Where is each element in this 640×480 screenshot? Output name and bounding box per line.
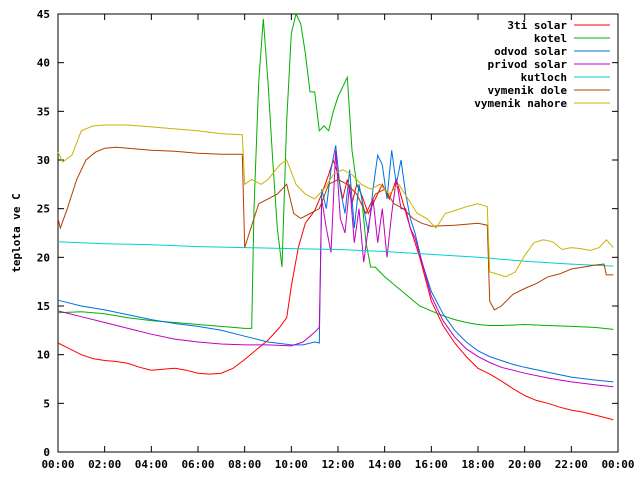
x-tick-label: 00:00 [41,458,74,471]
series-line-vymenik-nahore [57,124,614,278]
legend-label: 3ti solar [507,19,567,32]
series-line-vymenik-dole [57,146,614,311]
y-axis: 0 5 10 15 20 25 30 35 40 45 [37,8,618,459]
y-axis-label: teplota ve C [10,193,23,272]
y-tick-label: 35 [37,105,50,118]
series-line-3ti-solar [57,158,614,421]
legend-label: kutloch [521,71,567,84]
y-tick-label: 25 [37,203,50,216]
series-line-kutloch [57,241,614,267]
x-tick-label: 16:00 [415,458,448,471]
y-tick-label: 15 [37,300,50,313]
legend-label: privod solar [488,58,568,71]
x-tick-label: 10:00 [275,458,308,471]
y-tick-label: 5 [43,397,50,410]
x-tick-label: 00:00 [601,458,634,471]
legend-label: vymenik dole [488,84,568,97]
x-tick-label: 20:00 [508,458,541,471]
x-tick-label: 12:00 [321,458,354,471]
y-tick-label: 10 [37,349,50,362]
y-tick-label: 20 [37,251,50,264]
x-tick-label: 14:00 [368,458,401,471]
series-line-odvod-solar [57,145,614,383]
x-tick-label: 18:00 [461,458,494,471]
x-tick-label: 02:00 [88,458,121,471]
y-tick-label: 40 [37,57,50,70]
x-tick-label: 08:00 [228,458,261,471]
series-line-privod-solar [57,150,614,388]
y-tick-label: 30 [37,154,50,167]
y-tick-label: 0 [43,446,50,459]
series-line-kotel [57,12,614,330]
legend-label: kotel [534,32,567,45]
x-axis: 00:00 02:00 04:00 06:00 08:00 10:00 12:00 14:00… [41,14,635,471]
x-tick-label: 06:00 [181,458,214,471]
series-lines [57,12,614,421]
x-tick-label: 22:00 [555,458,588,471]
legend-label: vymenik nahore [474,97,567,110]
legend-label: odvod solar [494,45,567,58]
y-tick-label: 45 [37,8,50,21]
x-tick-label: 04:00 [135,458,168,471]
